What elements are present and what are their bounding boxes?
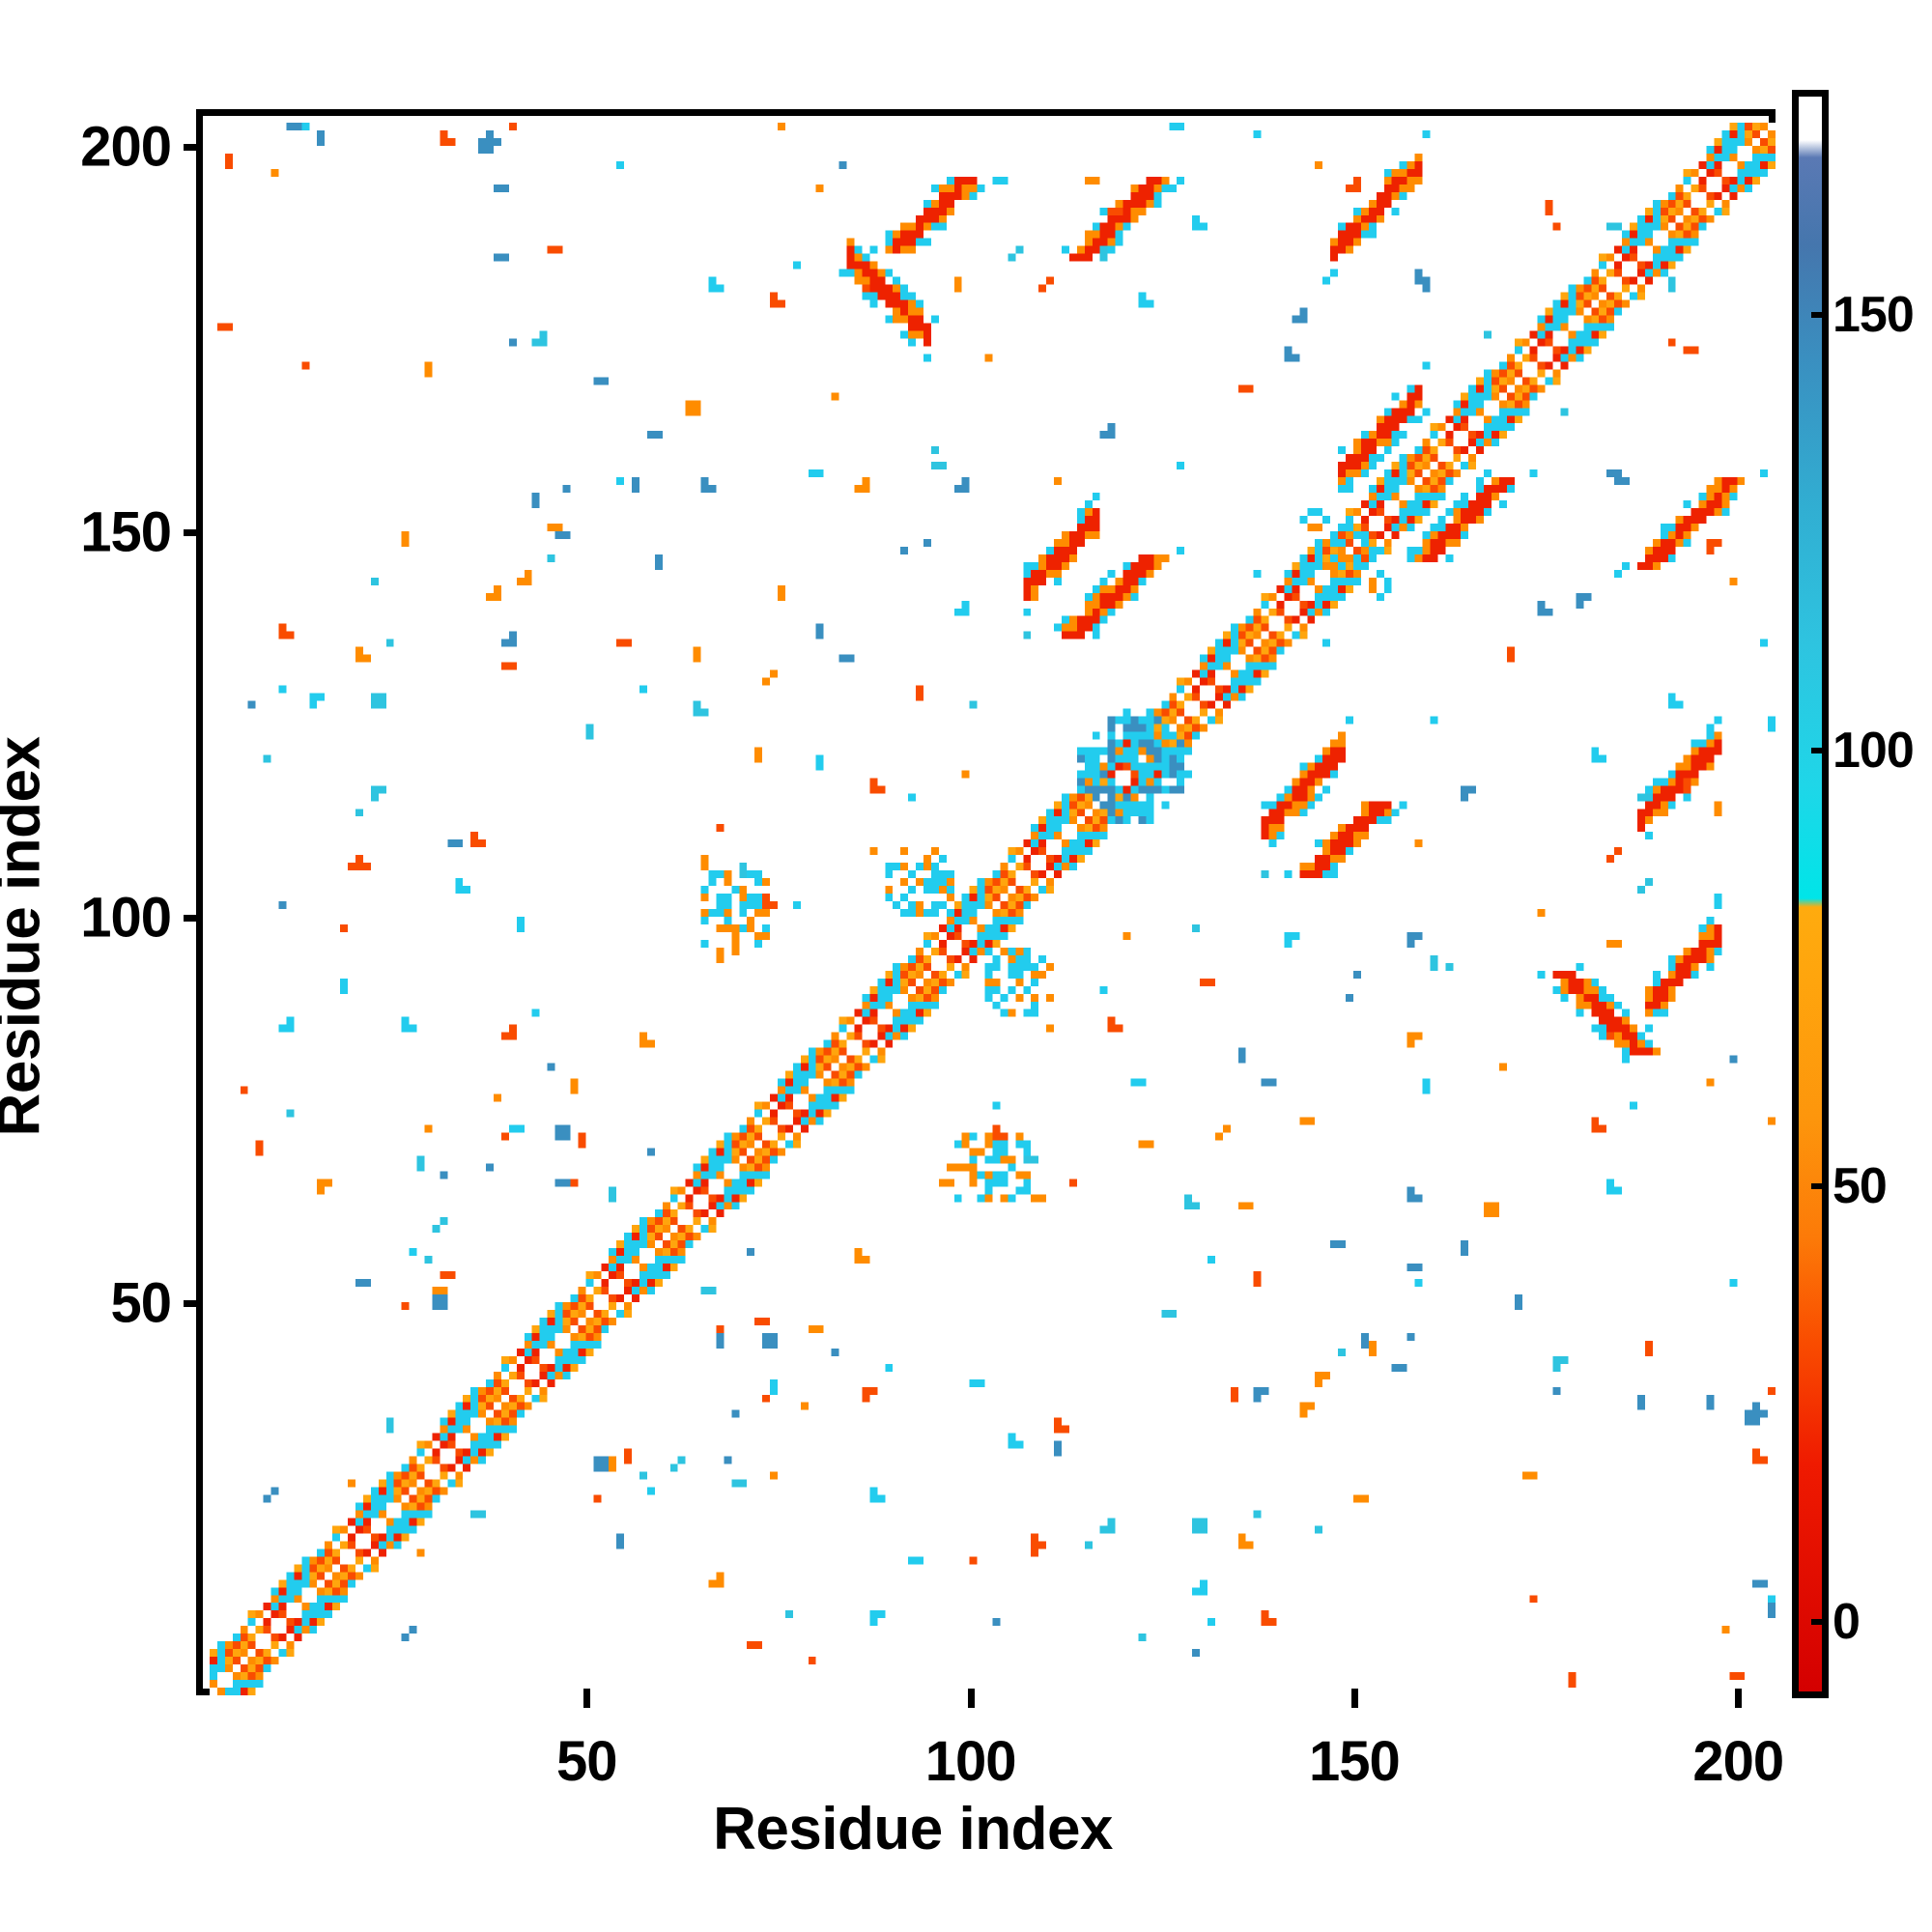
y-tick-label: 50 bbox=[110, 1271, 172, 1335]
x-tick-label: 200 bbox=[1692, 1730, 1784, 1793]
y-tick-mark bbox=[184, 1299, 203, 1307]
x-tick-mark bbox=[1350, 1689, 1358, 1708]
colorbar[interactable] bbox=[1792, 90, 1829, 1698]
x-tick-mark bbox=[583, 1689, 591, 1708]
x-tick-mark bbox=[1735, 1689, 1743, 1708]
x-tick-label: 150 bbox=[1309, 1730, 1401, 1793]
x-tick-mark bbox=[967, 1689, 975, 1708]
colorbar-tick-label: 100 bbox=[1833, 722, 1915, 779]
colorbar-tick-label: 150 bbox=[1833, 286, 1915, 343]
contact-map-heatmap[interactable] bbox=[210, 123, 1776, 1695]
x-tick-label: 100 bbox=[924, 1730, 1017, 1793]
colorbar-tick-mark bbox=[1811, 747, 1829, 753]
x-tick-label: 50 bbox=[556, 1730, 618, 1793]
colorbar-gradient bbox=[1799, 97, 1822, 1691]
y-tick-mark bbox=[184, 143, 203, 151]
colorbar-tick-mark bbox=[1811, 1618, 1829, 1625]
y-tick-label: 100 bbox=[80, 886, 172, 950]
colorbar-tick-label: 50 bbox=[1833, 1157, 1888, 1214]
y-axis-title: Residue index bbox=[0, 736, 53, 1137]
colorbar-tick-mark bbox=[1811, 1182, 1829, 1189]
y-tick-label: 200 bbox=[80, 115, 172, 179]
x-axis-title-text: Residue index bbox=[713, 1796, 1113, 1862]
x-axis-title: Residue index bbox=[0, 1795, 1932, 1863]
y-tick-label: 150 bbox=[80, 500, 172, 564]
colorbar-tick-label: 0 bbox=[1833, 1593, 1861, 1650]
y-tick-mark bbox=[184, 914, 203, 922]
plot-area[interactable] bbox=[196, 109, 1776, 1695]
y-tick-mark bbox=[184, 528, 203, 536]
colorbar-tick-mark bbox=[1811, 311, 1829, 318]
